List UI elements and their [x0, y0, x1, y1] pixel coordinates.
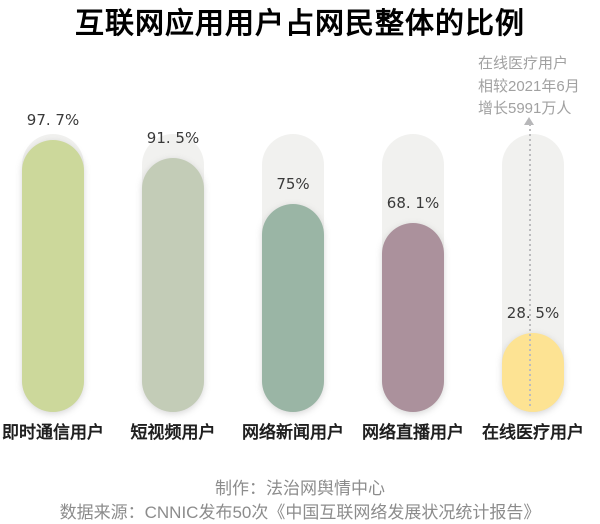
bar-fill: [382, 222, 444, 412]
bar-fill: [502, 332, 564, 412]
source-line: 数据来源：CNNIC发布50次《中国互联网络发展状况统计报告》: [59, 503, 541, 522]
dotted-connector-line: [528, 124, 531, 406]
bar-track: [262, 134, 324, 412]
credit-line: 制作：法治网舆情中心: [215, 479, 385, 498]
bar-column-1: 97. 7% 即时通信用户: [0, 113, 113, 442]
bar-fill: [22, 140, 84, 412]
bar-value-label: 68. 1%: [386, 193, 440, 212]
annotation-line: 相较2021年6月: [478, 77, 580, 95]
arrow-up-icon: [524, 117, 534, 125]
bar-category-label: 即时通信用户: [2, 423, 104, 442]
annotation-note: 在线医疗用户 相较2021年6月 增长5991万人: [478, 53, 594, 121]
bar-value-label: 97. 7%: [26, 111, 80, 130]
bar-category-label: 网络新闻用户: [242, 423, 344, 442]
bar-column-5: 28. 5% 在线医疗用户: [473, 134, 593, 442]
bar-track: [382, 134, 444, 412]
bar-value-label: 75%: [276, 174, 310, 193]
bar-category-label: 在线医疗用户: [482, 423, 584, 442]
bar-category-label: 网络直播用户: [362, 423, 464, 442]
annotation-line: 增长5991万人: [478, 100, 572, 117]
bar-fill: [262, 203, 324, 412]
page-title: 互联网应用用户占网民整体的比例: [74, 8, 525, 40]
bar-value-label: 28. 5%: [506, 303, 560, 322]
annotation-line: 在线医疗用户: [478, 55, 569, 72]
bar-column-3: 75% 网络新闻用户: [233, 134, 353, 442]
bar-column-4: 68. 1% 网络直播用户: [353, 134, 473, 442]
bar-value-label: 91. 5%: [146, 128, 200, 147]
bar-column-2: 91. 5% 短视频用户: [113, 128, 233, 442]
bar-track: [22, 134, 84, 412]
bar-track: [502, 134, 564, 412]
bar-track: [142, 134, 204, 412]
bar-category-label: 短视频用户: [130, 423, 216, 442]
bar-fill: [142, 157, 204, 412]
